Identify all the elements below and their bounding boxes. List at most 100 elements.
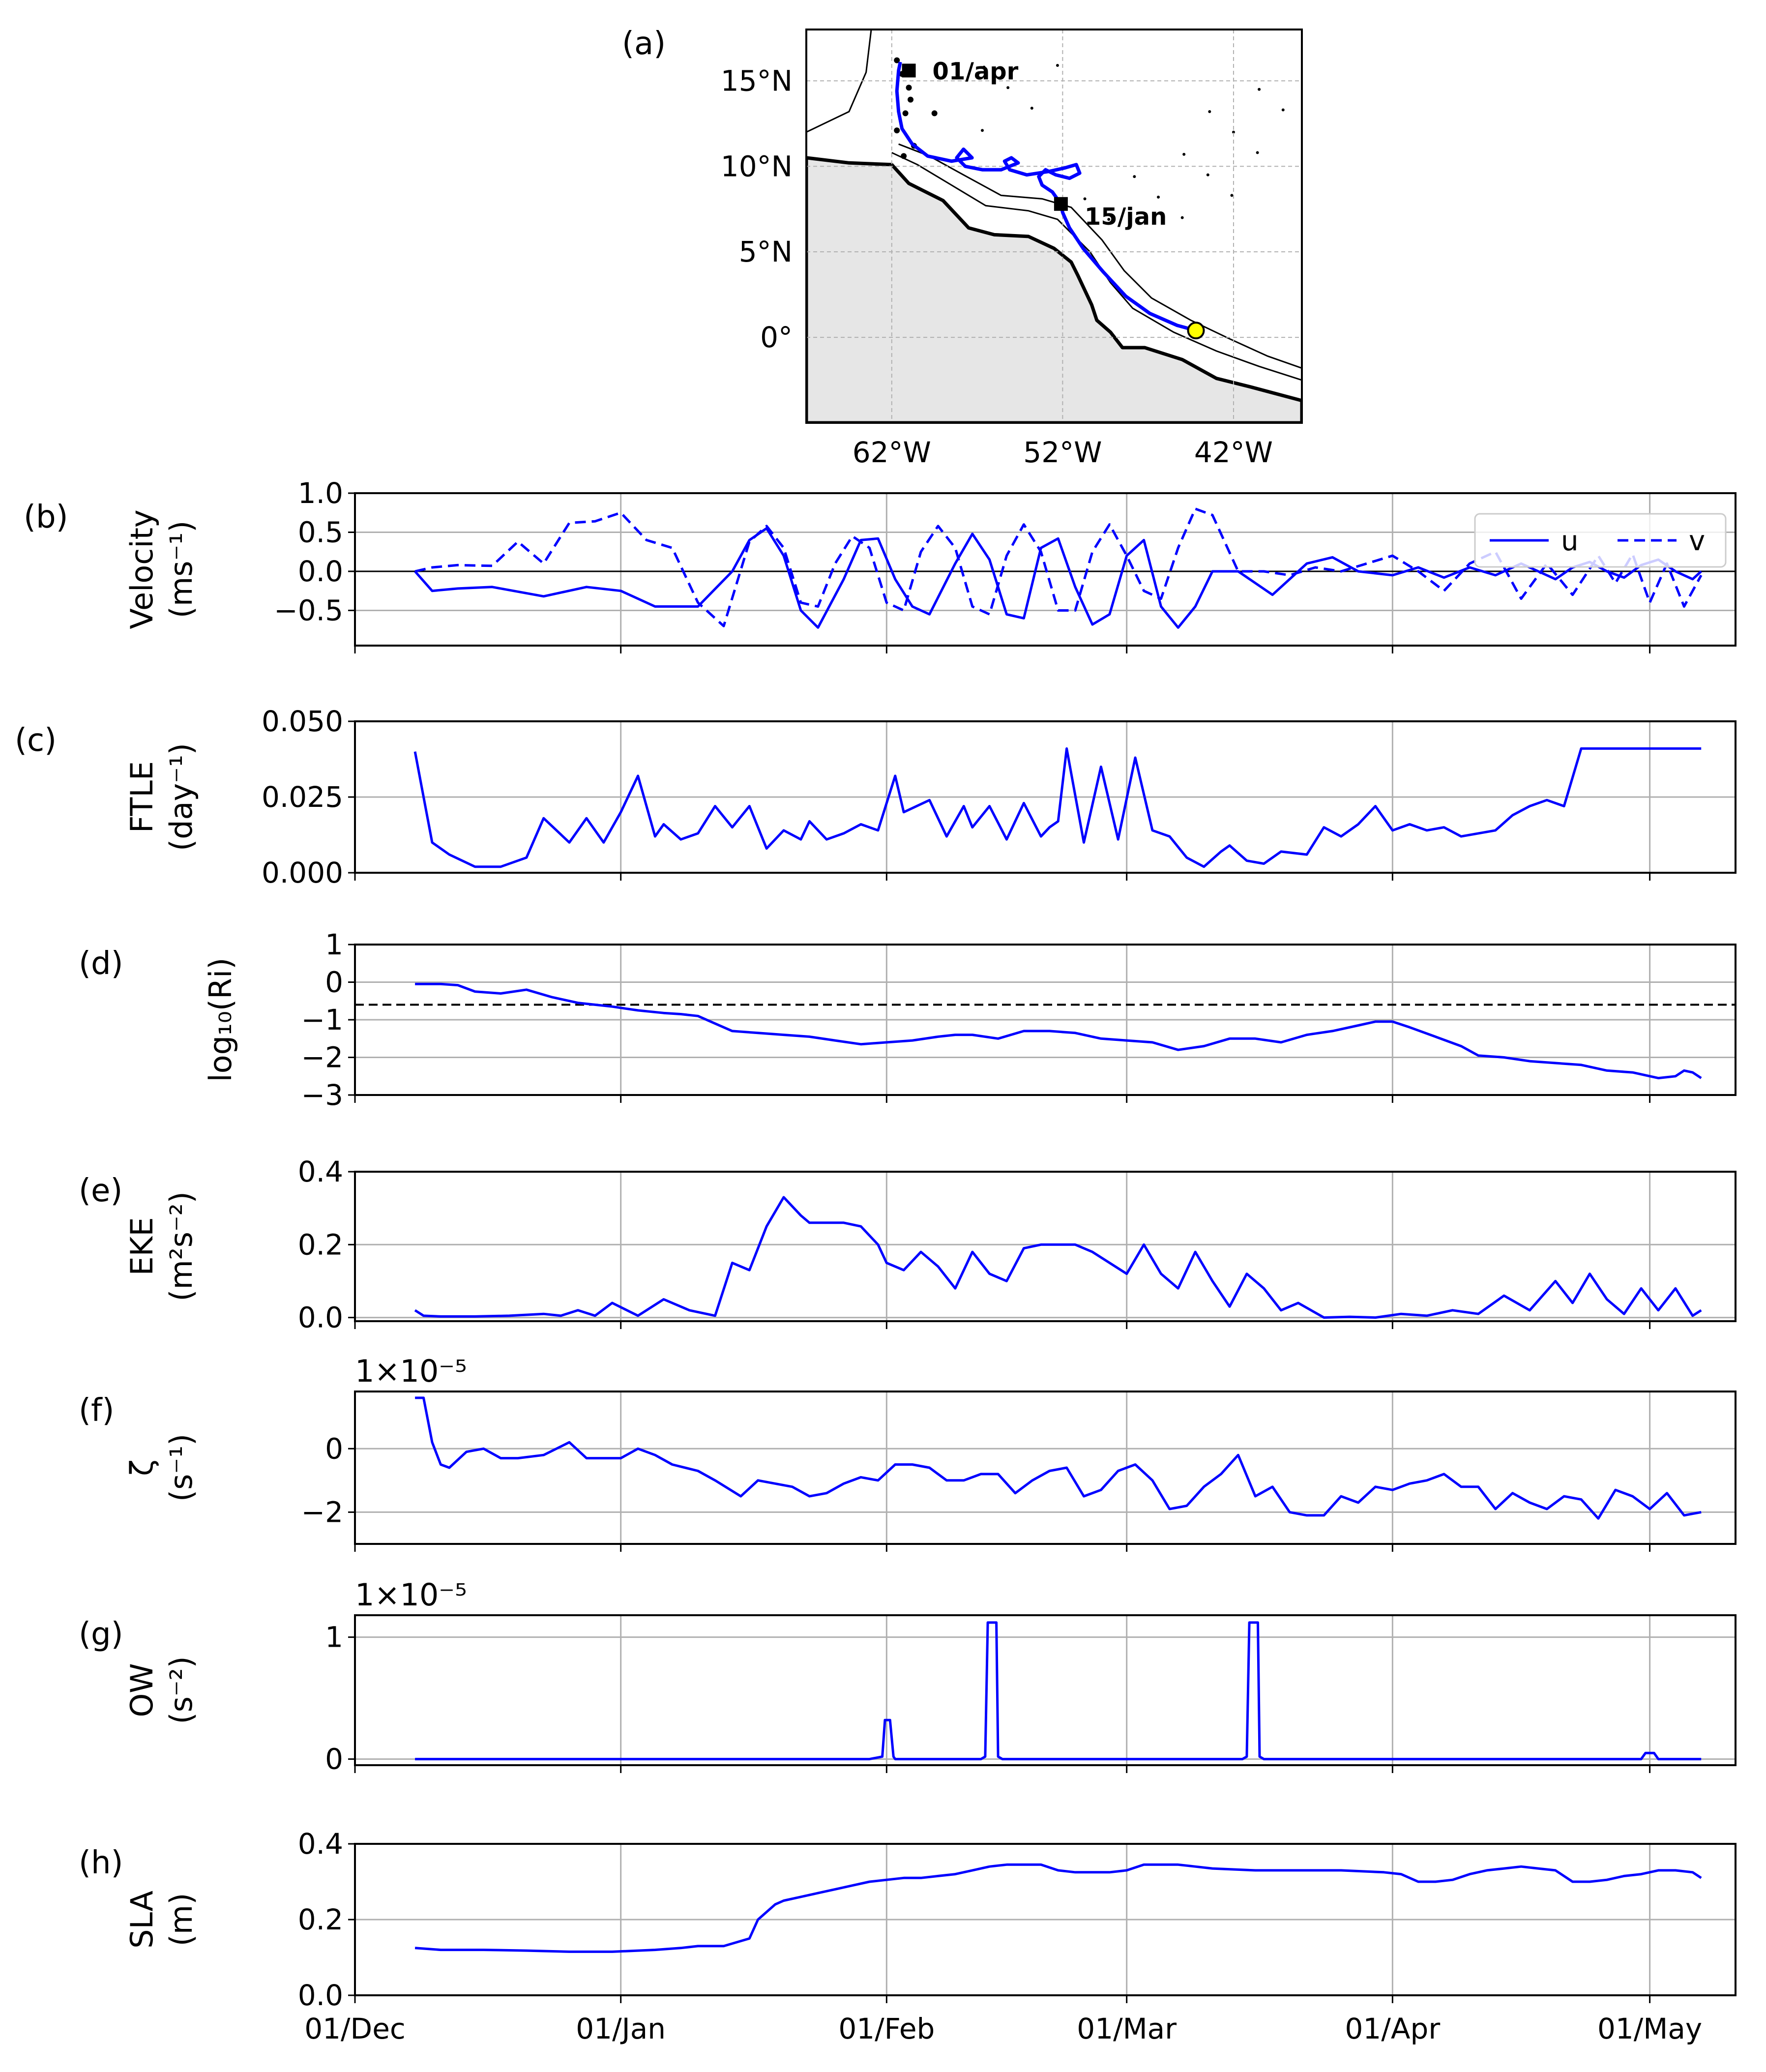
legend-label-v: v: [1689, 525, 1705, 557]
panel-label-a: (a): [622, 26, 666, 62]
xtick-label: 01/Jan: [576, 2012, 666, 2045]
series-line-1: [414, 1863, 1702, 1953]
map-lat-tick-label: 0°: [760, 321, 793, 354]
offshore-dot: [1180, 216, 1184, 219]
offshore-dot: [1256, 151, 1259, 154]
panel-label: (f): [79, 1392, 114, 1429]
y-axis-label: ζ: [124, 1459, 160, 1476]
ytick-label: 0: [325, 966, 343, 999]
panel-label: (c): [15, 722, 57, 759]
date-annotation: 15/jan: [1085, 203, 1167, 231]
offshore-dot: [1133, 175, 1136, 178]
ytick-label: 0.0: [298, 1979, 343, 2012]
island-3: [906, 85, 912, 91]
xtick-label: 01/Apr: [1345, 2012, 1441, 2045]
ytick-label: 0.4: [298, 1827, 343, 1861]
y-axis-label: log₁₀(Ri): [203, 958, 238, 1082]
panel-g: 1 0 (g)OW (s⁻²) 1×10⁻⁵: [79, 1577, 1737, 1776]
ytick-label: 0.2: [298, 1228, 343, 1261]
axes-frame: [354, 1843, 1737, 1996]
xtick-label: 01/Dec: [304, 2012, 406, 2045]
ytick-label: 1: [325, 928, 343, 961]
offshore-dot: [1006, 86, 1010, 89]
y-axis-unit: (m²s⁻²): [163, 1191, 199, 1302]
panel-label: (h): [79, 1845, 123, 1881]
ytick-label: 0.025: [262, 780, 343, 814]
island-5: [902, 110, 909, 117]
time-series-panels: 1.00.50.0−0.5(b) Velocity (ms⁻¹) u v0.0500.0…: [15, 476, 1737, 2045]
ytick-label: 0.0: [298, 555, 343, 588]
map-lat-tick-label: 10°N: [721, 149, 793, 183]
island-2: [894, 57, 900, 63]
map-lat-tick-label: 5°N: [739, 235, 793, 268]
series-line-1: [415, 1621, 1702, 1761]
map-lat-tick-label: 15°N: [721, 64, 793, 97]
map-lon-tick-label: 42°W: [1194, 436, 1273, 469]
axes-frame: [354, 1614, 1737, 1766]
island-8: [901, 153, 907, 159]
y-axis-label: FTLE: [124, 761, 160, 833]
panel-label: (d): [79, 946, 123, 982]
y-axis-unit: (day⁻¹): [163, 743, 199, 851]
axes-frame: [354, 1391, 1737, 1545]
ytick-label: 1: [325, 1621, 343, 1654]
offshore-dot: [982, 65, 986, 69]
offshore-dot: [1230, 194, 1234, 197]
panel-e: 0.4 0.2 0.0 (e)EKE (m²s⁻²): [79, 1155, 1737, 1334]
y-axis-unit: (s⁻²): [163, 1656, 199, 1724]
y-axis-unit: (s⁻¹): [163, 1434, 199, 1502]
panel-d: 1 0 −1 −2 −3 (d) log₁₀(Ri): [79, 928, 1737, 1112]
offshore-dot: [1083, 197, 1087, 201]
offshore-dot: [1056, 64, 1059, 67]
ytick-label: −3: [301, 1078, 344, 1112]
y-axis-label: EKE: [124, 1217, 160, 1275]
offshore-dot: [1182, 152, 1186, 156]
island-7: [931, 110, 938, 117]
offshore-dot: [1206, 173, 1209, 177]
date-marker-square: [902, 63, 916, 78]
panel-label: (g): [79, 1616, 123, 1653]
map-lon-tick-label: 62°W: [853, 436, 931, 469]
axes-frame: [354, 492, 1737, 647]
panel-label: (b): [24, 499, 68, 535]
series-line-1: [414, 1196, 1702, 1319]
offshore-dot: [1157, 195, 1160, 199]
series-line-1: [414, 527, 1702, 629]
ytick-label: 0.4: [298, 1155, 343, 1188]
axes-frame: [354, 1171, 1737, 1322]
south-america-land: [806, 156, 1302, 423]
offshore-dot: [1208, 110, 1211, 113]
ytick-label: 0.2: [298, 1903, 343, 1936]
legend-label-u: u: [1561, 525, 1579, 557]
offshore-dot: [1258, 88, 1261, 91]
island-6: [894, 127, 900, 134]
y-axis-unit: (ms⁻¹): [163, 521, 199, 619]
ytick-label: 0.5: [298, 515, 343, 549]
panel-c: 0.050 0.025 0.000 (c) FTLE (day⁻¹): [15, 705, 1737, 889]
eddy-track-line: [895, 61, 1197, 332]
offshore-dot: [981, 129, 984, 132]
series-line-1: [415, 1396, 1702, 1520]
legend-box: [1474, 513, 1727, 568]
panel-f: 0 −2 (f) ζ (s⁻¹) 1×10⁻⁵: [79, 1353, 1737, 1552]
ytick-label: 0: [325, 1743, 343, 1776]
ytick-label: −0.5: [274, 593, 343, 627]
ytick-label: 0: [325, 1432, 343, 1465]
offshore-dot: [1107, 218, 1111, 221]
map-frame: [805, 29, 1303, 424]
xtick-label: 01/May: [1597, 2012, 1702, 2045]
date-annotation: 01/apr: [933, 58, 1019, 85]
y-axis-unit: (m): [163, 1893, 199, 1947]
ytick-label: 1.0: [298, 476, 343, 510]
ytick-label: −2: [301, 1495, 344, 1529]
eddy-start-marker: [1187, 322, 1205, 340]
ytick-label: 0.0: [298, 1301, 343, 1334]
y-axis-label: SLA: [124, 1891, 160, 1949]
xtick-label: 01/Mar: [1077, 2012, 1177, 2045]
y-axis-label: Velocity: [124, 509, 160, 629]
isobath-2: [898, 143, 1302, 369]
xtick-label: 01/Feb: [838, 2012, 935, 2045]
date-marker-square: [1054, 197, 1068, 211]
panel-h: 0.4 0.2 0.0 (h)SLA (m): [79, 1827, 1737, 2012]
offshore-dot: [1281, 108, 1285, 112]
